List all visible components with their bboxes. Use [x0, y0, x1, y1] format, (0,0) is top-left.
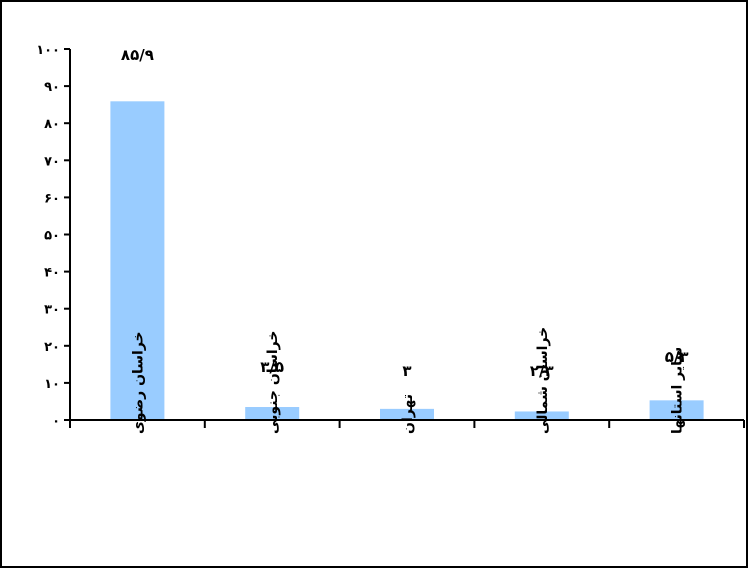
data-label: ۳/۵: [260, 358, 284, 376]
category-label: تهران: [400, 394, 416, 434]
bar: [649, 400, 704, 420]
y-tick-label: ۷۰: [44, 154, 60, 169]
y-tick-label: ۳۰: [44, 303, 60, 318]
y-tick-label: ۲۰: [44, 340, 60, 355]
data-label: ۳: [402, 362, 411, 380]
y-tick-label: ۴۰: [44, 266, 60, 281]
data-label: ۵/۳: [665, 348, 689, 366]
category-label: خراسان رضوی: [130, 331, 146, 434]
category-label: خراسان جنوبی: [265, 331, 281, 434]
data-label: ۸۵/۹: [121, 46, 154, 64]
data-label: ۲/۳: [530, 362, 554, 380]
bar: [110, 101, 165, 420]
category-label: خراسان شمالی: [535, 327, 551, 434]
y-tick-label: ۰: [52, 414, 60, 429]
y-tick-label: ۹۰: [44, 80, 60, 95]
labels-layer: ۰ ۱۰ ۲۰ ۳۰ ۴۰ ۵۰ ۶۰ ۷۰ ۸۰ ۹۰ ۱۰۰ ۸۵/۹ ۳/۵ ۳ ۲/۳ ۵/۳ خراس…: [36, 43, 688, 434]
bars-layer: [110, 101, 704, 420]
category-label: سایر استانها: [670, 347, 686, 434]
y-tick-label: ۱۰۰: [36, 43, 60, 58]
bar: [380, 408, 434, 420]
y-tick-label: ۸۰: [44, 117, 60, 132]
bar: [245, 407, 300, 420]
bar: [514, 411, 569, 420]
y-tick-label: ۱۰: [44, 377, 60, 392]
y-tick-label: ۵۰: [44, 229, 60, 244]
y-tick-label: ۶۰: [44, 191, 60, 206]
axes-layer: [64, 48, 745, 428]
